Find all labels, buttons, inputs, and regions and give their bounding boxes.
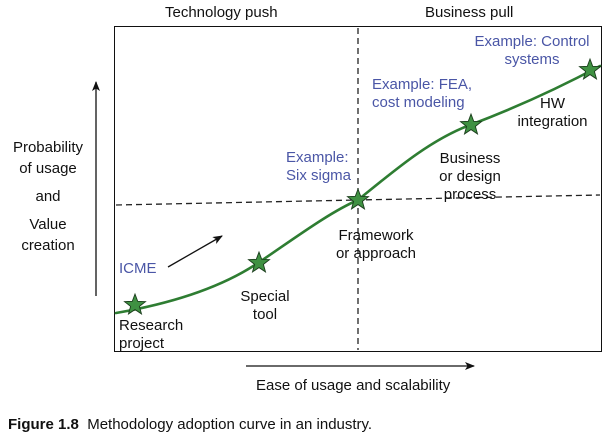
example-label-line: Example: FEA, <box>372 76 473 93</box>
stage-label-line: tool <box>252 306 278 323</box>
stage-label-line: HW <box>540 95 565 112</box>
y-axis-label: Probability of usage and Value creation <box>8 137 88 256</box>
diagram-frame <box>114 26 602 352</box>
example-label-line: Example: <box>286 149 349 166</box>
example-fea: Example: FEA, cost modeling <box>372 76 472 112</box>
label-framework: Framework or approach <box>326 227 426 263</box>
stage-label-line: Business <box>439 150 501 167</box>
icme-trend-arrow <box>167 235 223 268</box>
stage-label-line: Special <box>240 288 290 305</box>
label-hw-integration: HW integration <box>510 95 595 131</box>
y-axis-label-line: creation <box>21 237 75 254</box>
stage-label-line: Framework <box>338 227 414 244</box>
stage-label-line: process <box>443 186 497 203</box>
star-business-process-icon <box>459 112 483 135</box>
label-special-tool: Special tool <box>232 288 298 324</box>
star-special-tool-icon <box>247 250 271 273</box>
figure-number: Figure 1.8 <box>8 416 79 433</box>
example-label-line: systems <box>504 51 560 68</box>
label-research-project: Research project <box>119 317 183 353</box>
y-axis-label-line: Value <box>29 216 67 233</box>
example-six-sigma: Example: Six sigma <box>286 149 351 185</box>
star-research-project-icon <box>123 292 147 315</box>
star-framework-icon <box>346 187 370 210</box>
header-business-pull: Business pull <box>425 4 514 21</box>
stage-label-line: or approach <box>335 245 417 262</box>
stage-label-line: integration <box>517 113 588 130</box>
stage-label-line: project <box>119 335 165 352</box>
figure-caption: Figure 1.8 Methodology adoption curve in… <box>8 416 372 433</box>
x-axis-label: Ease of usage and scalability <box>256 377 451 394</box>
y-axis-label-line: of usage <box>19 160 77 177</box>
header-technology-push: Technology push <box>165 4 278 21</box>
stage-label-line: or design <box>439 168 501 185</box>
example-label-line: cost modeling <box>372 94 465 111</box>
y-axis-label-line: and <box>35 188 61 205</box>
figure-caption-text: Methodology adoption curve in an industr… <box>87 416 373 433</box>
example-label-line: Example: Control <box>474 33 590 50</box>
example-control-systems: Example: Control systems <box>466 33 598 69</box>
example-label-line: Six sigma <box>286 167 352 184</box>
y-axis-label-line: Probability <box>12 139 84 156</box>
star-hw-integration-icon <box>578 57 602 80</box>
stage-label-line: Research <box>119 317 184 334</box>
label-business-process: Business or design process <box>425 150 515 204</box>
example-icme: ICME <box>119 260 157 277</box>
